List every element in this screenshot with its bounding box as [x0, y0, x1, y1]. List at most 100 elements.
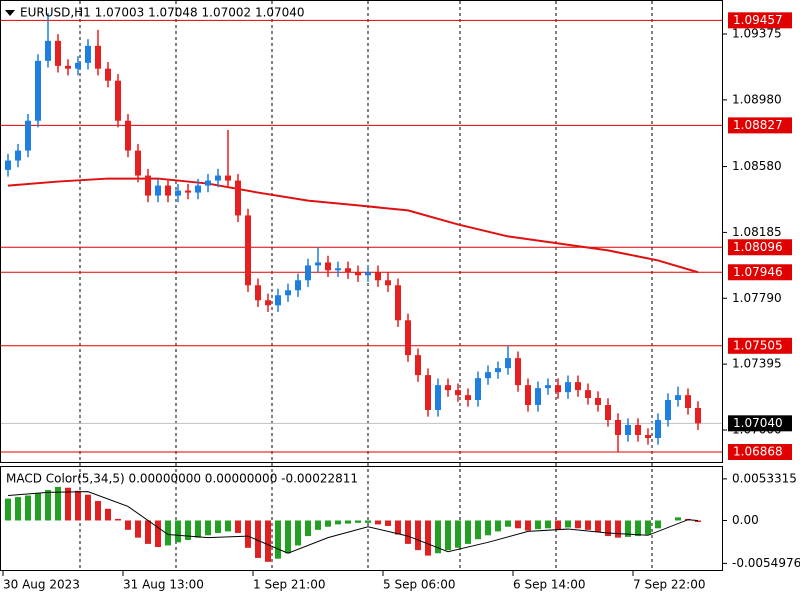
histogram-bar — [645, 520, 651, 535]
histogram-bar — [295, 520, 301, 546]
level-label: 1.08096 — [733, 240, 783, 254]
histogram-bar — [505, 520, 511, 527]
candle-body — [175, 190, 181, 196]
histogram-bar — [435, 520, 441, 554]
level-label: 1.07946 — [733, 265, 783, 279]
candle-body — [135, 150, 141, 176]
histogram-bar — [165, 520, 171, 546]
histogram-bar — [495, 520, 501, 532]
candle-body — [605, 404, 611, 420]
histogram-bar — [615, 520, 621, 538]
histogram-bar — [265, 520, 271, 562]
candle-body — [635, 424, 641, 435]
candle-body — [555, 385, 561, 393]
histogram-bar — [185, 520, 191, 540]
histogram-bar — [145, 520, 151, 544]
level-label-box — [728, 337, 792, 354]
histogram-bar — [155, 520, 161, 548]
candle-body — [595, 397, 601, 405]
level-label: 1.06868 — [733, 444, 783, 458]
level-label-box — [728, 239, 792, 256]
current-price-label: 1.07040 — [733, 416, 783, 430]
x-tick-label: 5 Sep 06:00 — [383, 578, 455, 592]
histogram-bar — [385, 520, 391, 526]
candle-body — [235, 180, 241, 216]
candle-body — [365, 272, 371, 276]
histogram-bar — [245, 520, 251, 548]
level-label: 1.07505 — [733, 338, 783, 352]
candle-body — [505, 358, 511, 369]
histogram-bar — [575, 520, 581, 529]
histogram-bar — [55, 486, 61, 521]
histogram-bar — [235, 520, 241, 533]
histogram-bar — [15, 497, 21, 521]
candle-body — [395, 285, 401, 321]
candle-body — [165, 185, 171, 196]
histogram-bar — [695, 520, 701, 523]
histogram-bar — [345, 520, 351, 524]
main-panel — [0, 0, 723, 463]
histogram-bar — [355, 520, 361, 523]
histogram-bar — [595, 520, 601, 533]
histogram-bar — [635, 520, 641, 537]
histogram-bar — [445, 520, 451, 551]
histogram-bar — [85, 494, 91, 521]
candle-body — [115, 80, 121, 121]
x-tick-label: 31 Aug 13:00 — [123, 578, 204, 592]
histogram-bar — [325, 520, 331, 527]
histogram-bar — [75, 490, 81, 521]
candle-body — [205, 180, 211, 186]
histogram-bar — [315, 520, 321, 530]
candle-body — [55, 40, 61, 66]
histogram-bar — [95, 500, 101, 521]
candle-body — [295, 280, 301, 291]
candle-body — [355, 272, 361, 276]
histogram-bar — [45, 490, 51, 521]
histogram-bar — [135, 520, 141, 538]
candle-body — [245, 215, 251, 286]
histogram-bar — [195, 520, 201, 538]
x-tick-label: 7 Sep 22:00 — [633, 578, 705, 592]
candle-body — [515, 358, 521, 386]
histogram-bar — [415, 520, 421, 551]
histogram-bar — [125, 520, 131, 530]
candle-body — [385, 280, 391, 286]
x-tick-label: 1 Sep 21:00 — [253, 578, 325, 592]
candle-body — [405, 320, 411, 356]
histogram-bar — [25, 495, 31, 521]
candle-body — [275, 295, 281, 306]
histogram-bar — [35, 493, 41, 521]
level-label-box — [728, 12, 792, 29]
level-label-box — [728, 443, 792, 460]
y-tick-label: 1.07790 — [732, 291, 782, 305]
candle-body — [25, 120, 31, 151]
candle-body — [285, 290, 291, 296]
candle-body — [75, 62, 81, 69]
y-tick-label: 0.0053315 — [732, 471, 797, 485]
histogram-bar — [515, 520, 521, 529]
y-tick-label: 1.08980 — [732, 92, 782, 106]
histogram-bar — [305, 520, 311, 537]
x-tick-label: 6 Sep 14:00 — [513, 578, 585, 592]
histogram-bar — [625, 520, 631, 537]
candle-body — [425, 375, 431, 410]
signal-line — [7, 491, 699, 554]
histogram-bar — [545, 520, 551, 529]
candle-body — [345, 268, 351, 273]
candle-body — [655, 419, 661, 438]
histogram-bar — [115, 518, 121, 521]
candle-body — [35, 60, 41, 121]
histogram-bar — [605, 520, 611, 537]
candle-body — [475, 378, 481, 400]
level-label: 1.08827 — [733, 118, 783, 132]
candle-body — [525, 385, 531, 405]
histogram-bar — [175, 520, 181, 543]
candle-body — [565, 382, 571, 393]
histogram-bar — [275, 520, 281, 559]
histogram-bar — [205, 520, 211, 536]
current-price-box — [728, 415, 792, 432]
candle-body — [445, 385, 451, 391]
histogram-bar — [535, 520, 541, 530]
histogram-bar — [485, 520, 491, 536]
histogram-bar — [675, 517, 681, 521]
